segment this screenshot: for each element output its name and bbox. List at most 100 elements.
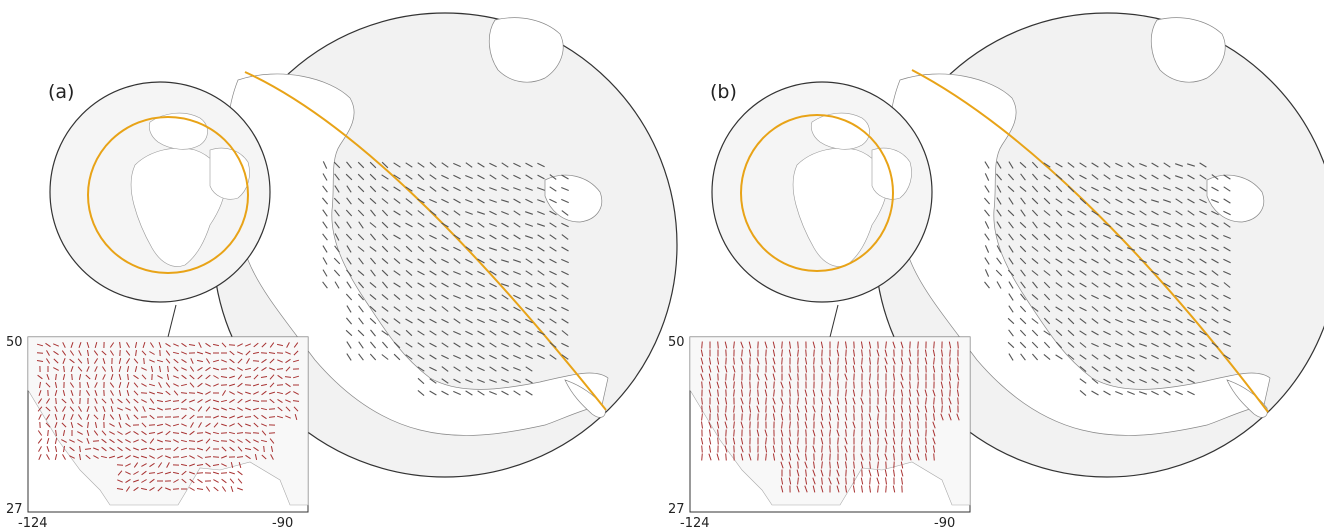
field-tick	[228, 431, 236, 435]
field-tick	[513, 330, 521, 336]
field-tick	[995, 269, 1003, 277]
field-tick	[188, 440, 196, 442]
field-tick	[489, 270, 497, 276]
field-tick	[1055, 329, 1063, 337]
field-tick	[1187, 378, 1195, 384]
field-tick	[369, 197, 377, 205]
field-tick	[837, 357, 839, 365]
field-tick	[820, 485, 824, 493]
field-tick	[429, 234, 437, 240]
field-tick	[45, 342, 51, 348]
field-tick	[525, 330, 533, 336]
field-tick	[1127, 162, 1135, 168]
field-tick	[292, 400, 300, 402]
field-tick	[1151, 174, 1159, 180]
field-tick	[197, 439, 203, 443]
field-tick	[369, 353, 377, 361]
field-tick	[1043, 270, 1051, 276]
field-tick	[561, 246, 569, 252]
field-tick	[369, 222, 377, 228]
field-tick	[1103, 306, 1111, 312]
field-tick	[1115, 222, 1123, 228]
field-tick	[741, 389, 743, 397]
florida-land	[564, 379, 606, 418]
field-tick	[190, 358, 194, 364]
field-tick	[1031, 318, 1039, 324]
field-tick	[836, 429, 840, 437]
field-tick	[1163, 390, 1171, 396]
field-tick	[165, 487, 171, 491]
field-tick	[724, 365, 728, 373]
field-tick	[94, 398, 98, 404]
field-tick	[252, 351, 260, 355]
field-tick	[733, 421, 735, 429]
field-tick	[263, 445, 265, 453]
field-tick	[417, 222, 425, 228]
field-tick	[1115, 174, 1123, 180]
field-tick	[805, 445, 807, 453]
field-tick	[561, 330, 569, 336]
field-tick	[772, 349, 776, 357]
field-tick	[501, 174, 509, 180]
field-tick	[877, 485, 879, 493]
field-tick	[757, 381, 759, 389]
great-lakes-land	[1206, 174, 1265, 223]
field-tick	[821, 453, 823, 461]
field-tick	[102, 374, 106, 380]
field-tick	[293, 342, 299, 348]
field-tick	[1079, 210, 1087, 216]
field-tick	[1055, 173, 1063, 181]
field-tick	[346, 341, 352, 349]
field-tick	[773, 437, 775, 445]
field-tick	[37, 374, 43, 380]
field-tick	[1175, 234, 1183, 240]
field-tick	[1139, 270, 1147, 276]
field-tick	[465, 282, 473, 288]
field-tick	[333, 269, 341, 277]
field-tick	[87, 357, 89, 365]
field-tick	[837, 437, 839, 445]
field-tick	[245, 350, 251, 356]
field-tick	[118, 422, 122, 428]
field-tick	[1199, 258, 1207, 264]
field-tick	[334, 245, 340, 253]
field-tick	[489, 306, 497, 312]
field-tick	[189, 399, 195, 403]
field-tick	[1079, 389, 1087, 397]
field-tick	[252, 360, 260, 362]
field-tick	[781, 341, 783, 349]
field-tick	[1139, 198, 1147, 204]
field-tick	[229, 439, 235, 443]
field-tick	[381, 354, 389, 360]
field-tick	[293, 350, 299, 356]
field-tick	[116, 488, 124, 490]
field-tick	[261, 358, 267, 364]
field-tick	[1079, 270, 1087, 276]
field-tick	[996, 233, 1002, 241]
field-tick	[118, 389, 122, 397]
field-tick	[188, 392, 196, 394]
field-tick	[205, 431, 211, 435]
field-tick	[820, 469, 824, 477]
field-tick	[237, 367, 243, 371]
field-tick	[733, 373, 735, 381]
field-tick	[205, 438, 211, 444]
field-tick	[429, 282, 437, 288]
field-tick	[901, 445, 903, 453]
field-tick	[63, 365, 65, 373]
field-tick	[893, 469, 895, 477]
great-lakes-land	[544, 174, 603, 223]
field-tick	[69, 382, 75, 388]
field-tick	[725, 453, 727, 461]
field-tick	[260, 376, 268, 378]
field-tick	[513, 390, 521, 396]
field-tick	[417, 366, 425, 372]
field-tick	[141, 422, 147, 428]
field-tick	[917, 413, 919, 421]
field-tick	[876, 477, 880, 485]
field-tick	[749, 397, 751, 405]
field-tick	[197, 374, 203, 380]
field-tick	[892, 437, 896, 445]
field-tick	[780, 477, 784, 485]
field-tick	[489, 199, 497, 203]
